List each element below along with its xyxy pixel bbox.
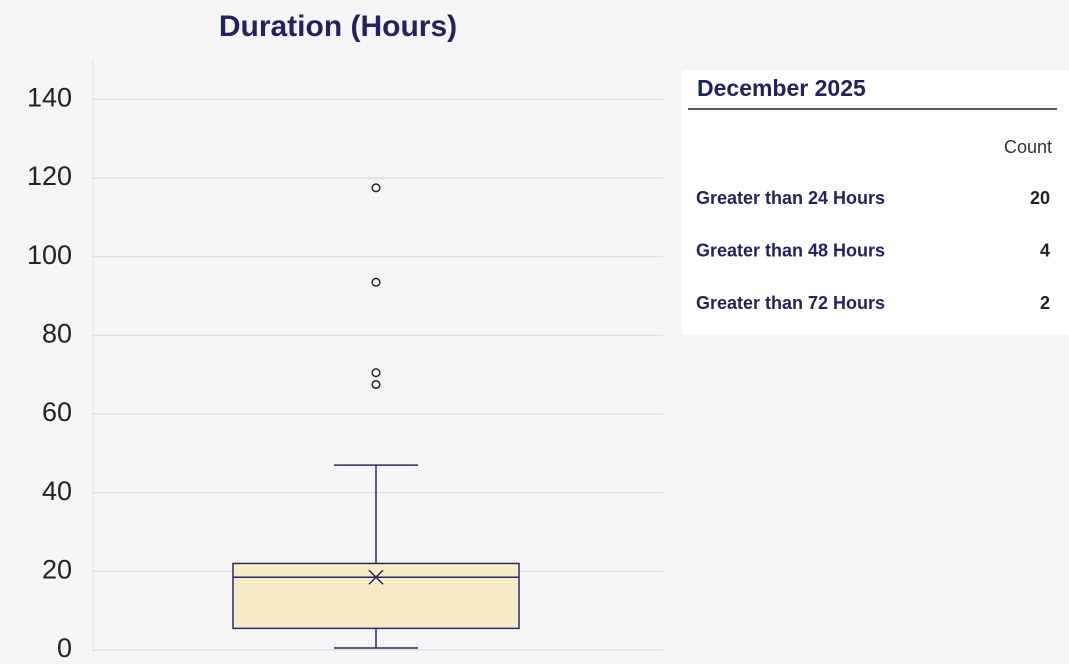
outlier [371,379,381,390]
y-tick-label: 0 [57,633,72,663]
y-tick-label: 60 [42,397,72,427]
row-label: Greater than 72 Hours [696,293,885,313]
table-title: December 2025 [697,75,866,101]
chart-title: Duration (Hours) [219,10,457,43]
row-value: 20 [1030,188,1050,208]
row-value: 4 [1040,240,1050,260]
y-tick-label: 100 [27,240,72,270]
outlier [371,277,381,287]
y-tick-label: 140 [27,82,72,112]
table-header: Count [1004,137,1052,157]
y-tick-label: 40 [42,476,72,506]
y-tick-label: 20 [42,554,72,584]
row-value: 2 [1040,293,1050,313]
y-tick-label: 120 [27,161,72,191]
mean-marker [368,569,384,585]
table-panel [682,70,1069,335]
outlier [371,183,381,193]
outlier [371,368,381,378]
box [232,562,520,630]
row-label: Greater than 48 Hours [696,240,885,260]
y-tick-label: 80 [42,318,72,348]
row-label: Greater than 24 Hours [696,188,885,208]
